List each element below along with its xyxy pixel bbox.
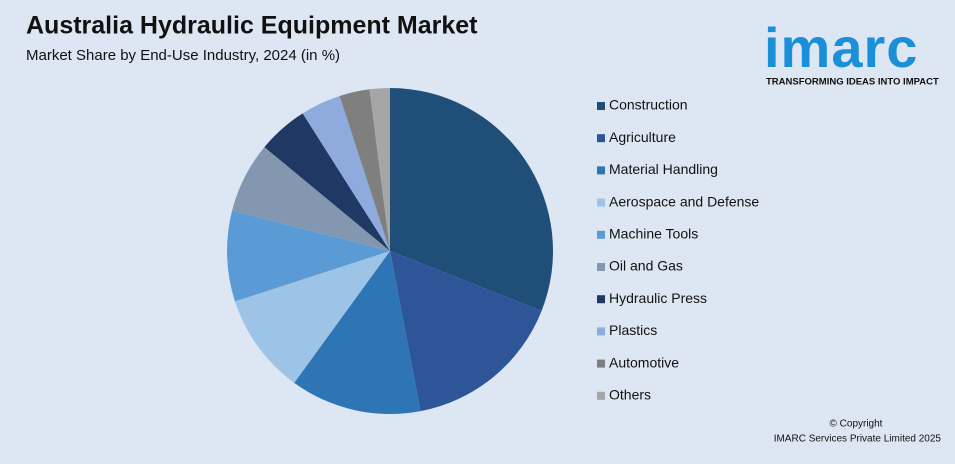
pie-slice: [264, 113, 390, 252]
pie-slice: [390, 251, 542, 412]
legend-label: Hydraulic Press: [609, 290, 707, 306]
legend-swatch: [597, 391, 605, 400]
legend-swatch: [597, 295, 605, 304]
copyright-company: IMARC Services Private Limited 2025: [774, 434, 942, 445]
legend-label: Others: [609, 387, 651, 403]
legend-swatch: [597, 327, 605, 336]
legend-swatch: [597, 263, 605, 271]
pie-slice: [369, 88, 390, 251]
legend-label: Machine Tools: [609, 226, 698, 242]
pie-slice: [294, 251, 421, 414]
legend-swatch: [597, 102, 605, 110]
legend-label: Agriculture: [609, 129, 676, 145]
legend-label: Aerospace and Defense: [609, 193, 759, 209]
legend-swatch: [597, 230, 605, 239]
chart-subtitle: Market Share by End-Use Industry, 2024 (…: [26, 47, 340, 64]
legend-label: Construction: [609, 97, 688, 113]
pie-slice: [227, 210, 390, 302]
legend-label: Oil and Gas: [609, 258, 683, 274]
legend-swatch: [597, 198, 605, 207]
copyright: © Copyright: [830, 419, 883, 430]
legend-label: Plastics: [609, 322, 657, 338]
legend-swatch: [597, 359, 605, 368]
legend-swatch: [597, 166, 605, 175]
pie-slice: [390, 88, 553, 312]
logo-tagline: TRANSFORMING IDEAS INTO IMPACT: [766, 77, 939, 88]
pie-slice: [232, 147, 390, 251]
chart-title: Australia Hydraulic Equipment Market: [26, 12, 478, 40]
legend-label: Material Handling: [609, 161, 718, 177]
pie-slice: [302, 95, 390, 252]
pie-slice: [234, 251, 390, 383]
legend-label: Automotive: [609, 354, 679, 370]
logo-name: imarc: [764, 16, 918, 79]
pie-slice: [339, 89, 390, 251]
legend-swatch: [597, 134, 605, 143]
